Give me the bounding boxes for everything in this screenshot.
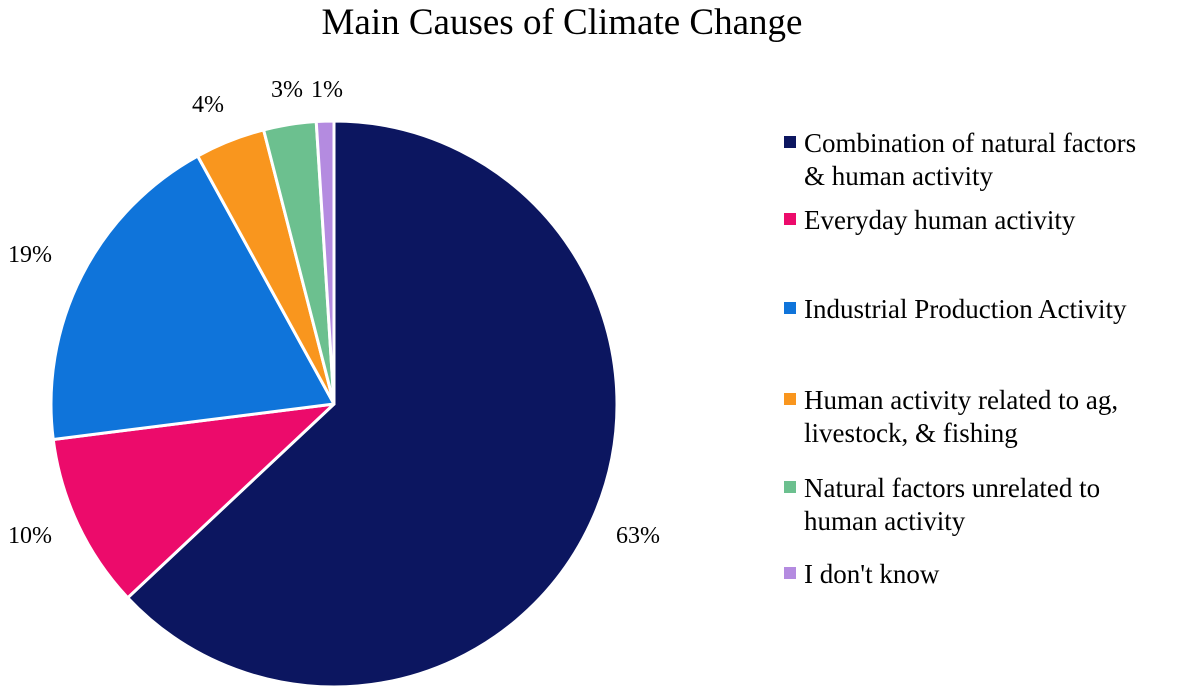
data-label: 4% — [192, 92, 224, 118]
legend-swatch — [784, 393, 796, 405]
pie-slice — [51, 402, 336, 600]
legend-label: Industrial Production Activity — [804, 294, 1127, 324]
legend-item: Combination of natural factors & human ac… — [784, 128, 1136, 191]
pie-slice — [49, 154, 336, 441]
pie-slice — [126, 119, 619, 689]
legend-swatch — [784, 136, 796, 148]
legend-item: Human activity related to ag, livestock, … — [784, 385, 1118, 448]
legend-swatch — [784, 302, 796, 314]
legend-item: Everyday human activity — [784, 205, 1076, 235]
legend-swatch — [784, 213, 796, 225]
legend-swatch — [784, 567, 796, 579]
data-label: 3% — [271, 77, 303, 103]
legend-label: Everyday human activity — [804, 205, 1076, 235]
data-label: 19% — [8, 242, 52, 268]
legend-label: Combination of natural factors & human ac… — [804, 128, 1136, 191]
legend-item: Industrial Production Activity — [784, 294, 1127, 324]
pie-slices — [49, 119, 619, 689]
pie-slice — [314, 119, 336, 406]
data-label: 10% — [8, 523, 52, 549]
legend-swatch — [784, 481, 796, 493]
legend-label: I don't know — [804, 559, 940, 589]
legend-label: Human activity related to ag, livestock, … — [804, 385, 1118, 448]
pie-data-labels: 63% 10% 19% 4% 3% 1% — [8, 77, 660, 549]
data-label: 63% — [616, 523, 660, 549]
legend-label: Natural factors unrelated to human activi… — [804, 473, 1100, 536]
data-label: 1% — [311, 77, 343, 103]
legend-item: Natural factors unrelated to human activi… — [784, 473, 1100, 536]
chart-title: Main Causes of Climate Change — [322, 2, 803, 43]
legend-item: I don't know — [784, 559, 940, 589]
legend: Combination of natural factors & human ac… — [784, 128, 1136, 589]
